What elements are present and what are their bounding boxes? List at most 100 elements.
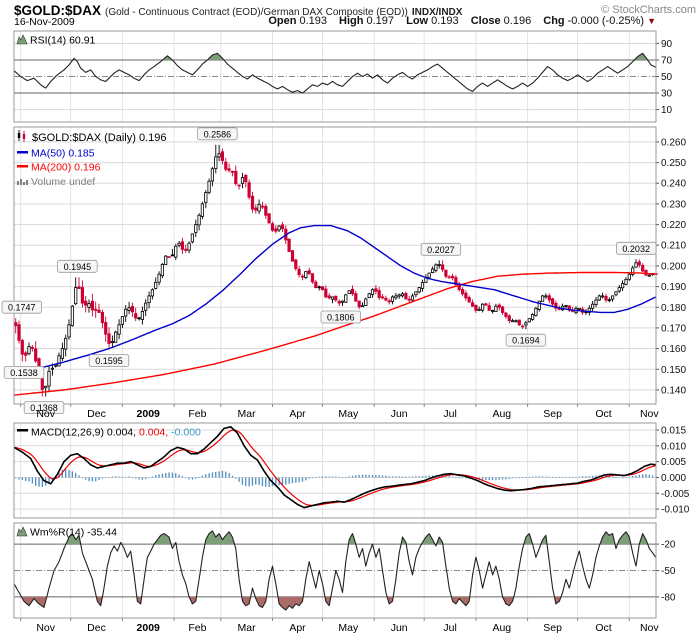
macd-hist-bar xyxy=(408,476,410,478)
volume-bars-icon xyxy=(26,180,28,185)
macd-hist-bar xyxy=(465,477,467,479)
macd-hist-bar xyxy=(161,473,164,478)
candle-body xyxy=(357,300,361,308)
macd-legend-part: 0.004, xyxy=(136,427,168,439)
candle-body xyxy=(490,309,495,312)
macd-hist-bar xyxy=(391,476,394,478)
macd-hist-bar xyxy=(341,477,344,479)
candle-body xyxy=(190,233,194,243)
macd-legend-part: MACD(12,26,9) 0.004, xyxy=(31,427,136,439)
macd-hist-bar xyxy=(135,477,137,479)
macd-hist-bar xyxy=(572,476,574,478)
volume-bars-icon xyxy=(23,182,25,185)
candle-body xyxy=(27,346,31,355)
rsi-panel: 90 70 50 30 10 RSI(14) 60.91 xyxy=(13,30,673,123)
macd-hist-bar xyxy=(495,477,497,480)
candle-body xyxy=(614,291,618,296)
month-label: Mar xyxy=(238,622,257,634)
candle-body xyxy=(327,295,331,299)
y-axis-label: 0.220 xyxy=(661,220,686,231)
y-axis-label: 0.180 xyxy=(661,303,686,314)
macd-hist-bar xyxy=(158,474,160,478)
macd-hist-bar xyxy=(121,476,123,478)
candle-body xyxy=(167,256,171,259)
annotation-flag: 0.1694 xyxy=(505,333,547,347)
macd-hist-bar xyxy=(415,476,417,478)
candle-body xyxy=(47,370,51,387)
candle-body xyxy=(90,300,94,311)
candle-body xyxy=(197,214,201,226)
candle-body xyxy=(187,242,191,251)
wpr-panel-border xyxy=(13,522,657,619)
annotation-box xyxy=(88,354,130,368)
candle-body xyxy=(541,295,545,302)
candle-body xyxy=(287,238,291,252)
candle-body xyxy=(220,151,224,161)
macd-hist-bar xyxy=(385,475,387,478)
macd-hist-bar xyxy=(31,477,33,484)
candle-body xyxy=(324,288,328,298)
candle-body xyxy=(460,288,465,295)
macd-histogram xyxy=(15,469,657,487)
candle-body xyxy=(150,289,154,297)
macd-hist-bar xyxy=(268,477,270,487)
candle-body xyxy=(480,303,485,311)
macd-hist-bar xyxy=(498,477,500,480)
macd-hist-bar xyxy=(108,477,110,478)
candle-body xyxy=(67,324,71,338)
macd-hist-bar xyxy=(555,476,557,478)
macd-hist-bar xyxy=(421,476,424,478)
macd-hist-bar xyxy=(511,477,514,479)
candle-body xyxy=(370,289,375,295)
candle-body xyxy=(257,203,261,212)
y-axis-label: 0.210 xyxy=(661,241,686,252)
macd-legend: MACD(12,26,9) 0.004, 0.004, -0.000 xyxy=(31,427,201,439)
change-down-arrow-icon: ▼ xyxy=(647,16,656,26)
annotation-flag: 0.1368 xyxy=(23,401,65,415)
volume-legend: Volume undef xyxy=(31,176,95,188)
annotation-box xyxy=(420,242,462,256)
candle-body xyxy=(367,293,371,298)
annotation-flag: 0.2027 xyxy=(420,242,462,256)
candle-body xyxy=(244,174,248,183)
macd-hist-bar xyxy=(35,477,37,486)
candle-body xyxy=(304,271,308,279)
candle-body xyxy=(547,295,551,301)
macd-hist-bar xyxy=(451,476,454,478)
macd-hist-bar xyxy=(168,472,170,478)
macd-hist-bar xyxy=(275,477,277,486)
month-label: Jun xyxy=(391,408,408,420)
candle-body xyxy=(414,291,418,296)
macd-hist-bar xyxy=(582,476,584,478)
macd-hist-bar xyxy=(578,476,580,478)
month-label: Nov xyxy=(640,408,659,420)
y-axis-label: 0.010 xyxy=(661,441,686,452)
macd-hist-bar xyxy=(321,476,324,478)
high-label: High xyxy=(339,15,364,27)
candle-body xyxy=(404,292,408,300)
rsi-line xyxy=(13,52,657,94)
candle-body xyxy=(641,264,645,272)
macd-hist-bar xyxy=(181,476,184,478)
candle-body xyxy=(34,348,38,362)
macd-hist-bar xyxy=(548,476,550,478)
wpr-line xyxy=(13,530,657,611)
month-label: Aug xyxy=(492,408,511,420)
rsi-legend: RSI(14) 60.91 xyxy=(30,35,96,47)
annotation-label: 0.1368 xyxy=(30,403,58,413)
y-axis-label: 0.200 xyxy=(661,261,686,272)
candle-body xyxy=(497,304,501,308)
candle-body xyxy=(400,293,405,297)
annotation-box xyxy=(505,333,547,347)
candle-body xyxy=(297,268,301,276)
macd-hist-bar xyxy=(428,475,430,478)
candle-body xyxy=(377,290,381,298)
annotation-box xyxy=(3,365,45,379)
candle-body xyxy=(14,322,18,327)
candle-body xyxy=(224,161,228,170)
candle-body xyxy=(467,297,471,303)
macd-hist-bar xyxy=(405,476,407,478)
candle-body xyxy=(350,288,355,295)
macd-hist-bar xyxy=(241,477,244,485)
